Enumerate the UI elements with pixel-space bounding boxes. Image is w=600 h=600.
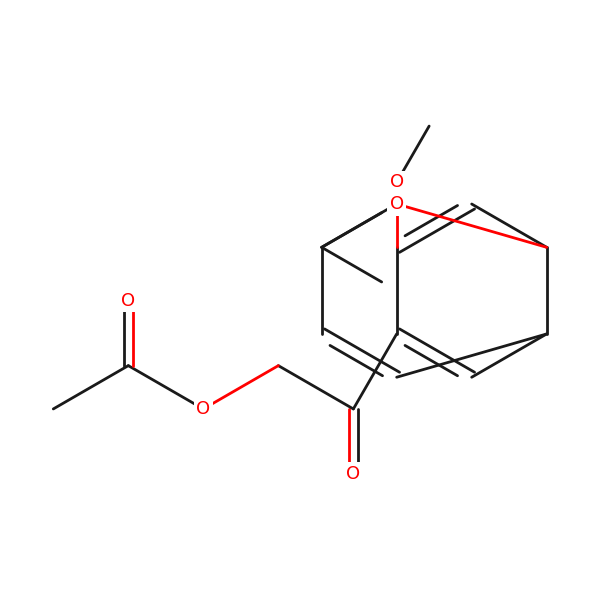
Text: O: O: [121, 292, 136, 310]
Text: O: O: [346, 465, 361, 483]
Text: O: O: [196, 400, 211, 418]
Text: O: O: [389, 195, 404, 213]
Text: O: O: [389, 173, 404, 191]
